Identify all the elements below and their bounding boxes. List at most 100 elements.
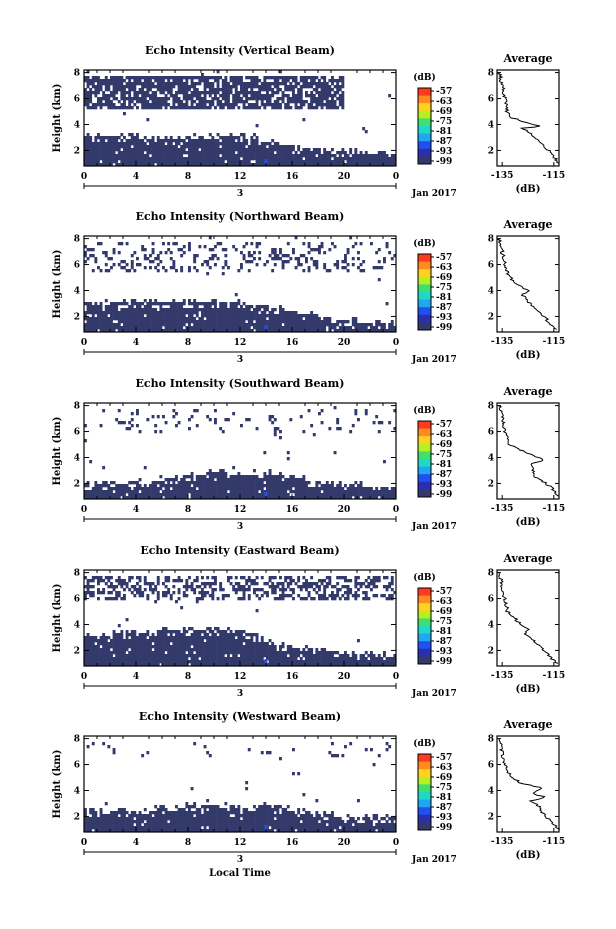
echo-cell: [86, 591, 90, 595]
echo-cell: [115, 91, 119, 95]
echo-cell: [351, 160, 355, 164]
echo-cell: [156, 320, 160, 324]
echo-cell: [133, 79, 137, 83]
echo-cell: [125, 484, 129, 488]
echo-cell: [180, 633, 184, 637]
echo-cell: [299, 323, 303, 327]
echo-cell: [227, 103, 230, 107]
echo-cell: [266, 85, 269, 89]
echo-cell: [110, 136, 113, 140]
echo-cell: [115, 323, 119, 327]
echo-cell: [97, 576, 100, 580]
echo-cell: [86, 148, 90, 152]
echo-cell: [211, 329, 215, 333]
echo-cell: [143, 254, 147, 258]
echo-cell: [206, 478, 210, 482]
echo-cell: [102, 657, 106, 661]
echo-cell: [84, 585, 87, 589]
echo-cell: [253, 151, 256, 155]
colorbar-swatch: [418, 436, 431, 445]
echo-cell: [188, 76, 191, 80]
echo-cell: [312, 97, 316, 101]
echo-cell: [224, 481, 228, 485]
echo-cell: [211, 490, 215, 494]
echo-cell: [86, 160, 90, 164]
echo-cell: [141, 651, 145, 655]
echo-cell: [216, 70, 220, 74]
echo-cell: [172, 642, 176, 646]
echo-cell: [120, 585, 124, 589]
echo-cell: [133, 481, 137, 485]
echo-cell: [162, 311, 165, 315]
echo-cell: [154, 484, 158, 488]
echo-cell: [154, 317, 158, 321]
echo-cell: [188, 160, 191, 164]
echo-cell: [240, 308, 243, 312]
echo-cell: [229, 157, 233, 161]
echo-cell: [237, 148, 241, 152]
echo-cell: [151, 645, 155, 649]
echo-cell: [91, 576, 95, 580]
echo-cell: [219, 88, 223, 92]
echo-cell: [297, 481, 301, 485]
echo-cell: [253, 484, 256, 488]
echo-cell: [221, 648, 225, 652]
echo-cell: [138, 657, 142, 661]
echo-cell: [227, 633, 230, 637]
echo-cell: [84, 654, 87, 658]
echo-cell: [393, 326, 397, 330]
echo-cell: [201, 320, 204, 324]
echo-cell: [232, 496, 236, 500]
echo-cell: [138, 311, 142, 315]
echo-cell: [149, 320, 152, 324]
echo-cell: [86, 103, 90, 107]
echo-cell: [164, 642, 168, 646]
echo-cell: [182, 654, 186, 658]
echo-cell: [120, 302, 124, 306]
echo-cell: [112, 151, 116, 155]
y-tick-label: 2: [74, 479, 80, 489]
echo-cell: [159, 145, 163, 149]
echo-cell: [193, 257, 197, 261]
echo-cell: [162, 493, 165, 497]
echo-cell: [380, 157, 384, 161]
echo-cell: [302, 326, 306, 330]
echo-cell: [336, 427, 340, 431]
echo-cell: [253, 94, 256, 98]
echo-cell: [206, 272, 210, 276]
echo-cell: [188, 660, 191, 664]
echo-cell: [247, 151, 251, 155]
echo-cell: [279, 475, 282, 479]
echo-cell: [138, 323, 142, 327]
echo-cell: [169, 648, 173, 652]
echo-cell: [336, 496, 340, 500]
y-axis-label: Height (km): [52, 250, 63, 319]
echo-cell: [156, 82, 160, 86]
echo-cell: [141, 106, 145, 110]
echo-cell: [177, 91, 181, 95]
echo-cell: [219, 660, 223, 664]
echo-cell: [154, 430, 158, 434]
echo-cell: [216, 487, 220, 491]
echo-cell: [141, 160, 145, 164]
echo-cell: [299, 100, 303, 104]
echo-cell: [325, 157, 329, 161]
echo-cell: [91, 496, 95, 500]
echo-cell: [260, 320, 264, 324]
echo-cell: [341, 76, 345, 80]
echo-cell: [117, 76, 121, 80]
echo-cell: [156, 79, 160, 83]
echo-cell: [237, 106, 241, 110]
echo-cell: [193, 82, 197, 86]
echo-cell: [141, 245, 145, 249]
echo-cell: [214, 106, 217, 110]
echo-cell: [143, 148, 147, 152]
echo-cell: [211, 154, 215, 158]
echo-cell: [123, 145, 126, 149]
echo-cell: [266, 496, 269, 500]
echo-cell: [193, 142, 197, 146]
echo-cell: [289, 160, 293, 164]
echo-cell: [255, 94, 259, 98]
echo-cell: [190, 103, 194, 107]
echo-cell: [102, 160, 106, 164]
